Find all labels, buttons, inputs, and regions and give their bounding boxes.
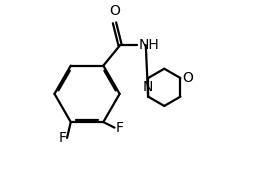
Text: O: O [109,4,120,18]
Text: F: F [58,131,66,145]
Text: N: N [143,80,153,94]
Text: F: F [115,121,123,135]
Text: O: O [183,71,194,85]
Text: NH: NH [139,38,159,52]
